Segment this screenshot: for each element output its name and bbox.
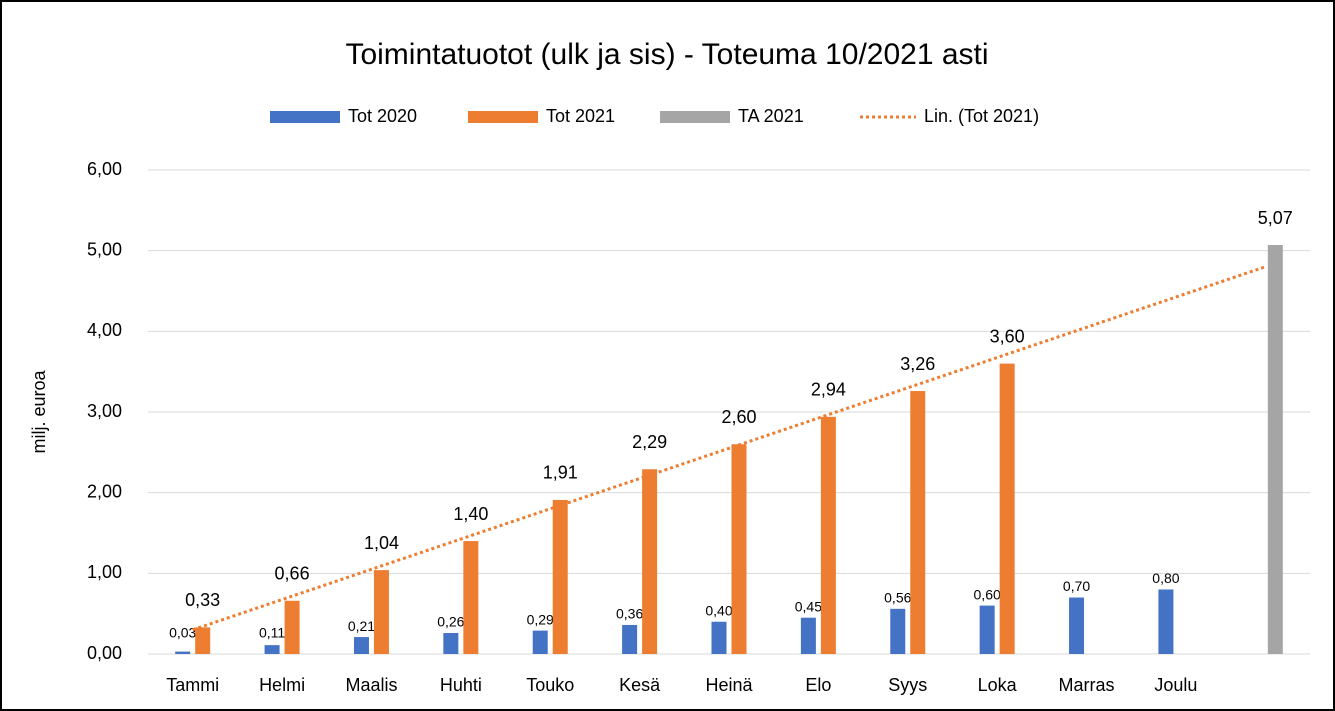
legend-label: TA 2021	[738, 106, 804, 126]
bar	[264, 645, 280, 654]
x-tick-label: Huhti	[440, 675, 482, 695]
x-tick-label: Maalis	[345, 675, 397, 695]
value-label: 0,60	[974, 586, 1001, 602]
value-label: 1,04	[364, 533, 399, 553]
legend-label: Tot 2020	[348, 106, 417, 126]
bar	[1158, 589, 1174, 654]
bar	[979, 605, 995, 654]
x-tick-label: Helmi	[259, 675, 305, 695]
bar	[353, 637, 369, 654]
bar	[443, 633, 459, 654]
value-label: 0,03	[169, 625, 196, 641]
value-label: 0,26	[437, 614, 464, 630]
value-label: 0,80	[1152, 570, 1179, 586]
bar	[552, 499, 568, 654]
value-label: 1,40	[453, 504, 488, 524]
value-label: 2,94	[811, 380, 846, 400]
value-label: 0,66	[275, 564, 310, 584]
value-label: 3,26	[900, 354, 935, 374]
bar	[1069, 597, 1085, 654]
x-tick-label: Heinä	[705, 675, 753, 695]
x-tick-label: Marras	[1059, 675, 1115, 695]
value-label: 0,45	[795, 598, 822, 614]
x-tick-label: Elo	[805, 675, 831, 695]
bar	[890, 608, 906, 654]
y-tick-label: 4,00	[87, 320, 122, 340]
x-tick-label: Syys	[888, 675, 927, 695]
chart-title: Toimintatuotot (ulk ja sis) - Toteuma 10…	[345, 38, 988, 71]
legend-swatch	[660, 111, 730, 123]
y-axis-label: milj. euroa	[29, 369, 49, 453]
y-tick-label: 0,00	[87, 643, 122, 663]
y-tick-label: 2,00	[87, 481, 122, 501]
value-label: 0,70	[1063, 578, 1090, 594]
bar	[642, 469, 658, 654]
x-tick-label: Tammi	[166, 675, 219, 695]
legend-swatch	[270, 111, 340, 123]
y-tick-label: 6,00	[87, 159, 122, 179]
value-label: 0,33	[185, 590, 220, 610]
value-label: 0,40	[705, 602, 732, 618]
value-label: 0,36	[616, 606, 643, 622]
trend-line	[192, 265, 1266, 632]
bar	[175, 651, 191, 654]
x-tick-label: Joulu	[1154, 675, 1197, 695]
value-label: 0,21	[348, 618, 375, 634]
bar	[463, 541, 479, 654]
y-tick-label: 3,00	[87, 401, 122, 421]
value-label: 0,56	[884, 590, 911, 606]
bar	[800, 617, 816, 654]
bar	[1267, 245, 1283, 654]
x-tick-label: Kesä	[619, 675, 661, 695]
bar	[910, 391, 926, 654]
bar	[622, 624, 638, 654]
value-label: 3,60	[990, 326, 1025, 346]
bar	[999, 363, 1015, 654]
bar	[731, 444, 747, 654]
x-tick-label: Touko	[526, 675, 574, 695]
y-tick-label: 5,00	[87, 239, 122, 259]
bar	[373, 570, 389, 654]
value-label: 0,29	[527, 611, 554, 627]
value-label: 5,07	[1258, 208, 1293, 228]
value-label: 2,60	[721, 407, 756, 427]
bar	[284, 600, 300, 654]
y-tick-label: 1,00	[87, 562, 122, 582]
value-label: 1,91	[543, 463, 578, 483]
legend-label: Tot 2021	[546, 106, 615, 126]
value-label: 0,11	[259, 625, 285, 641]
value-label: 2,29	[632, 432, 667, 452]
bar	[820, 416, 836, 654]
bar	[532, 630, 548, 654]
bar	[195, 627, 211, 654]
x-tick-label: Loka	[978, 675, 1018, 695]
bar	[711, 621, 727, 654]
legend-swatch	[468, 111, 538, 123]
legend-label: Lin. (Tot 2021)	[924, 106, 1039, 126]
